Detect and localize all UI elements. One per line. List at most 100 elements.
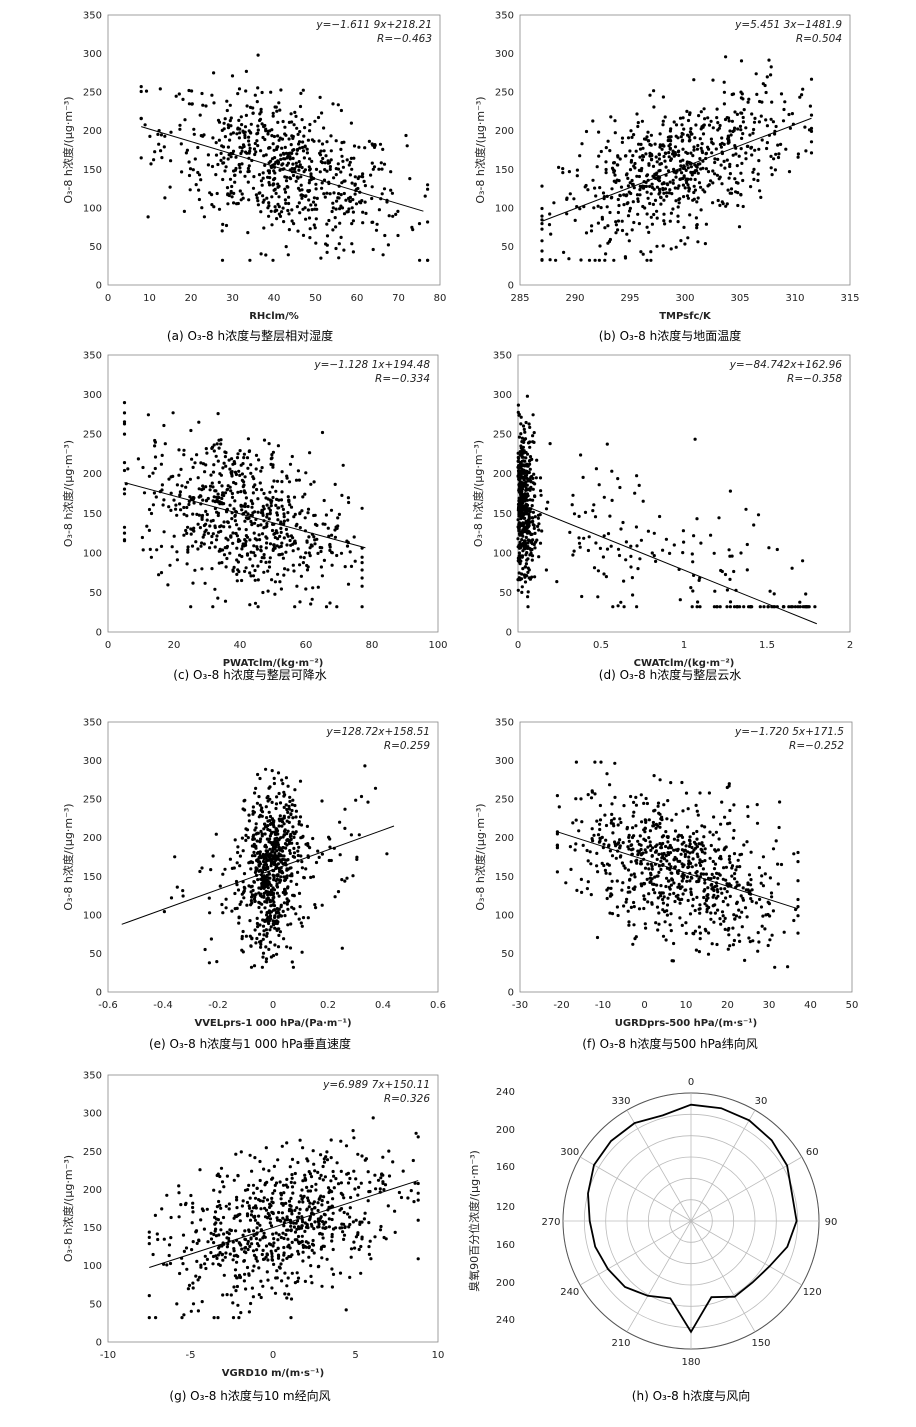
data-point bbox=[275, 795, 279, 799]
data-point bbox=[711, 181, 715, 185]
data-point bbox=[259, 510, 264, 515]
data-point bbox=[524, 495, 529, 499]
data-point bbox=[232, 565, 236, 570]
data-point bbox=[538, 476, 543, 480]
data-point bbox=[597, 258, 602, 262]
data-point bbox=[182, 505, 186, 510]
data-point bbox=[268, 914, 273, 918]
data-point bbox=[698, 858, 702, 862]
data-point bbox=[288, 503, 292, 507]
data-point bbox=[253, 93, 257, 97]
data-point bbox=[644, 796, 648, 801]
data-point bbox=[272, 904, 277, 908]
data-point bbox=[669, 247, 673, 251]
data-point bbox=[649, 862, 653, 866]
data-point bbox=[406, 1196, 410, 1200]
data-point bbox=[167, 1253, 171, 1258]
data-point bbox=[571, 493, 575, 497]
data-point bbox=[182, 209, 186, 213]
data-point bbox=[721, 914, 725, 918]
x-tick-label: -5 bbox=[186, 1350, 196, 1361]
data-point bbox=[313, 1206, 317, 1210]
data-point bbox=[210, 164, 215, 169]
data-point bbox=[270, 890, 274, 895]
data-point bbox=[720, 182, 724, 186]
data-point bbox=[216, 459, 220, 463]
data-point bbox=[198, 494, 202, 498]
data-point bbox=[702, 107, 706, 111]
data-point bbox=[741, 132, 745, 136]
data-point bbox=[246, 504, 250, 509]
data-point bbox=[175, 885, 179, 889]
data-point bbox=[339, 551, 344, 555]
data-point bbox=[727, 782, 731, 786]
data-point bbox=[689, 165, 694, 169]
data-point bbox=[759, 905, 764, 909]
data-point bbox=[732, 852, 737, 856]
data-point bbox=[666, 799, 670, 803]
data-point bbox=[638, 193, 642, 197]
data-point bbox=[655, 883, 659, 887]
data-point bbox=[690, 865, 694, 869]
data-point bbox=[335, 1161, 339, 1165]
data-point bbox=[291, 816, 295, 820]
data-point bbox=[530, 575, 534, 579]
data-point bbox=[273, 1183, 277, 1187]
data-point bbox=[264, 879, 268, 883]
data-point bbox=[643, 826, 647, 830]
data-point bbox=[293, 1208, 297, 1212]
data-point bbox=[664, 844, 668, 849]
y-tick-label: 300 bbox=[495, 49, 514, 60]
data-point bbox=[282, 512, 286, 516]
data-point bbox=[753, 116, 757, 120]
data-point bbox=[251, 511, 255, 515]
data-point bbox=[668, 923, 672, 927]
data-point bbox=[246, 1247, 250, 1252]
data-point bbox=[216, 511, 220, 515]
data-point bbox=[240, 1204, 244, 1208]
data-point bbox=[233, 461, 237, 466]
data-point bbox=[764, 913, 768, 917]
data-point bbox=[298, 104, 303, 109]
data-point bbox=[694, 948, 699, 952]
data-point bbox=[204, 509, 208, 513]
data-point bbox=[197, 487, 201, 491]
data-point bbox=[262, 570, 266, 574]
regression-line bbox=[541, 117, 812, 222]
data-point bbox=[629, 860, 633, 864]
data-point bbox=[204, 485, 208, 489]
data-point bbox=[569, 867, 573, 872]
data-point bbox=[361, 172, 365, 176]
data-point bbox=[622, 904, 626, 908]
data-point bbox=[519, 465, 523, 469]
data-point bbox=[696, 855, 700, 859]
data-point bbox=[698, 137, 702, 141]
data-point bbox=[257, 860, 261, 864]
data-point bbox=[531, 434, 535, 438]
data-point bbox=[320, 1284, 324, 1288]
data-point bbox=[328, 192, 332, 196]
data-point bbox=[313, 522, 318, 527]
data-point bbox=[247, 1273, 251, 1277]
data-point bbox=[327, 160, 332, 165]
data-point bbox=[244, 566, 248, 570]
data-point bbox=[790, 605, 795, 609]
data-point bbox=[169, 896, 174, 900]
y-tick-label: 50 bbox=[89, 588, 102, 599]
data-point bbox=[722, 159, 726, 163]
regression-line bbox=[124, 482, 366, 549]
data-point bbox=[694, 164, 698, 168]
data-point bbox=[238, 902, 242, 907]
data-point bbox=[241, 929, 245, 934]
data-point bbox=[234, 531, 238, 536]
data-point bbox=[268, 556, 272, 560]
x-tick-label: 0 bbox=[641, 1000, 647, 1011]
data-point bbox=[219, 158, 223, 162]
data-point bbox=[713, 862, 718, 866]
data-point bbox=[603, 813, 607, 817]
data-point bbox=[359, 1244, 363, 1249]
data-point bbox=[693, 908, 697, 913]
data-point bbox=[221, 548, 225, 552]
x-axis-label: VGRD10 m/(m·s⁻¹) bbox=[222, 1368, 324, 1379]
data-point bbox=[232, 1216, 236, 1220]
